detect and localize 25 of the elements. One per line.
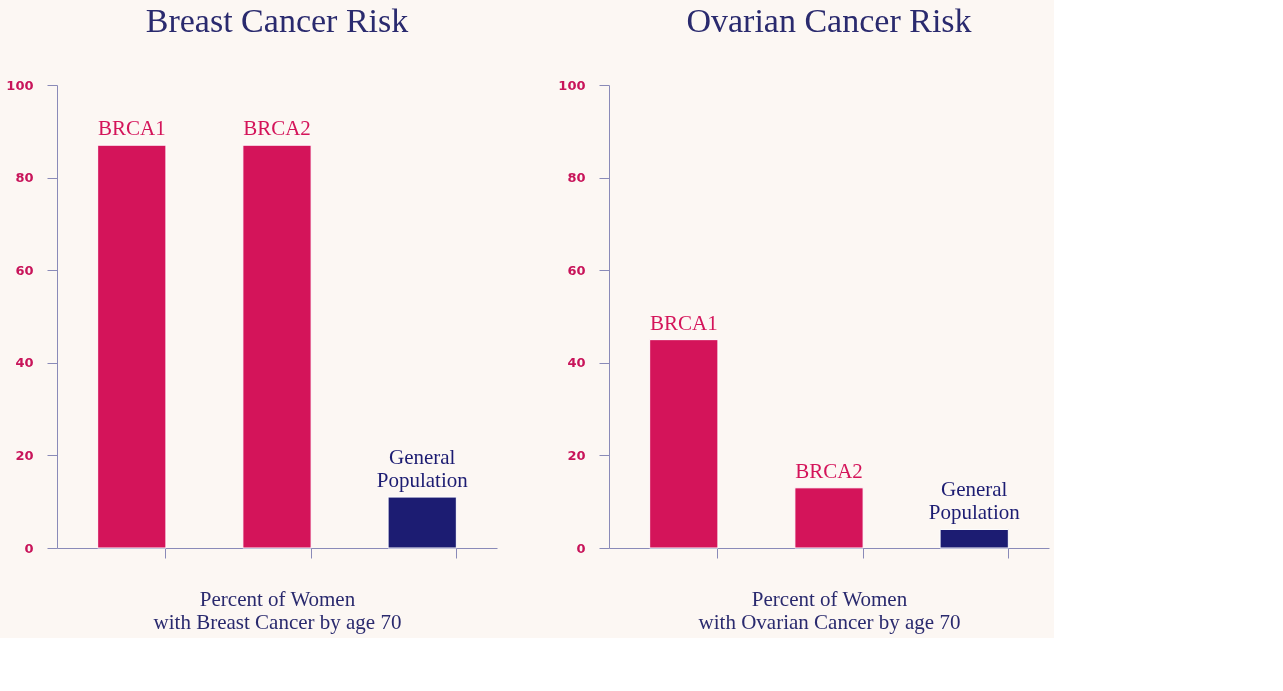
y-tick-label: 80 [15, 170, 34, 186]
x-tick-label: General Population [376, 445, 469, 493]
y-tick-label: 40 [567, 355, 586, 371]
y-tick-label: 60 [567, 262, 586, 278]
y-tick-label: 20 [15, 447, 34, 463]
x-tick-label: General Population [928, 477, 1021, 525]
y-tick-label: 20 [567, 447, 586, 463]
y-tick-label: 60 [15, 262, 34, 278]
y-tick-label: 80 [567, 170, 586, 186]
x-tick-label: BRCA2 [243, 116, 311, 141]
x-tick-label: BRCA2 [795, 458, 863, 483]
y-tick-label: 100 [6, 77, 34, 93]
bar [939, 528, 1009, 549]
y-tick-label: 0 [24, 540, 34, 556]
x-tick-label: BRCA1 [649, 310, 718, 335]
chart-title: Breast Cancer Risk [145, 2, 409, 39]
y-tick-label: 40 [15, 355, 34, 371]
x-axis-title: Percent of Women with Ovarian Cancer by age 70 [698, 587, 961, 634]
chart-title: Ovarian Cancer Risk [686, 2, 972, 39]
x-axis-title: Percent of Women with Breast Cancer by age 70 [153, 587, 402, 634]
y-tick-label: 100 [558, 77, 586, 93]
bar [649, 339, 719, 549]
x-tick-label: BRCA1 [97, 116, 166, 141]
y-tick-label: 0 [576, 540, 586, 556]
bar [794, 487, 864, 549]
